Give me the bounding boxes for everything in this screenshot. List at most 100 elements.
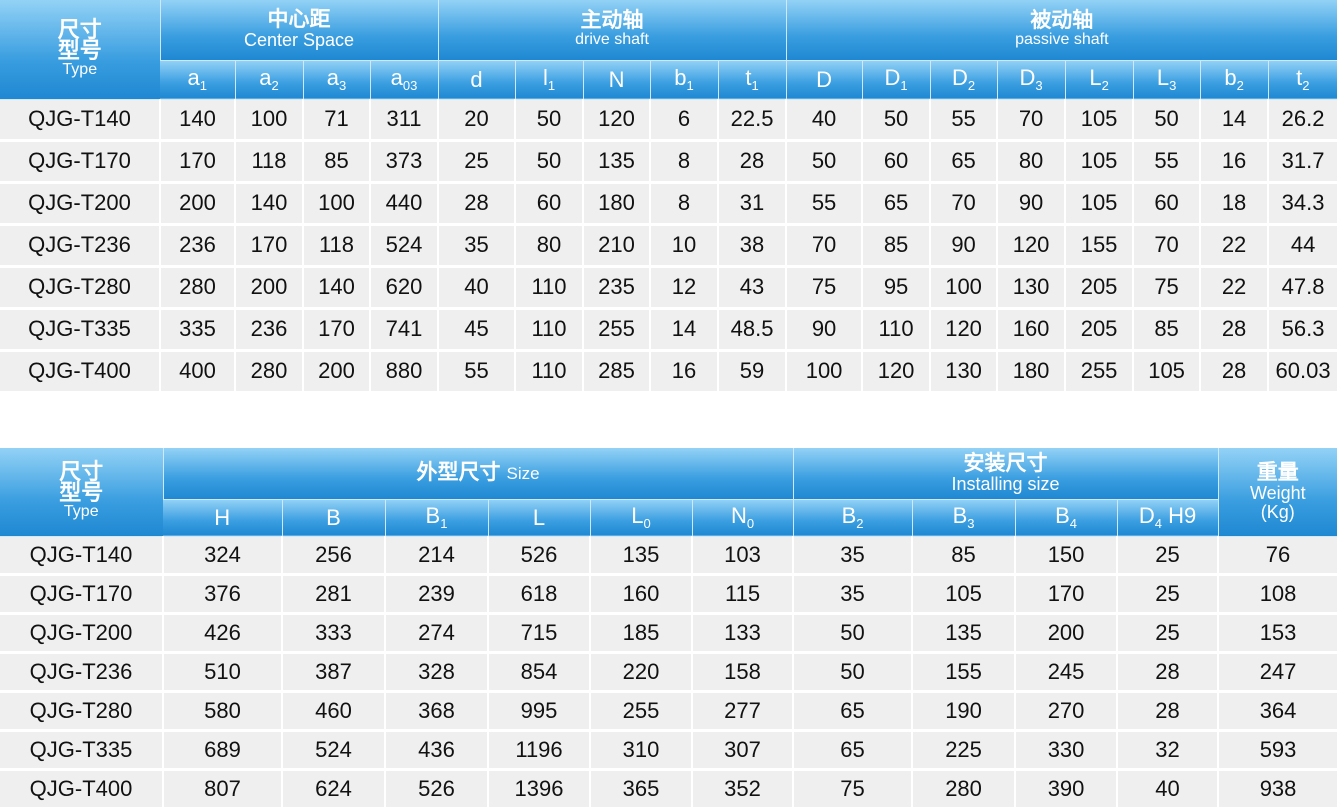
value-cell: 70 [1132, 224, 1201, 268]
column-header: a2 [234, 60, 303, 100]
value-cell: 352 [690, 769, 794, 810]
value-cell: 28 [1116, 691, 1219, 732]
value-cell: 1396 [487, 769, 590, 810]
value-cell: 225 [911, 730, 1016, 771]
column-symbol: D [1019, 65, 1036, 91]
value-cell: 618 [487, 574, 590, 615]
table-row: QJG-T400 400 280 200 880 55 110 285 16 59 100 120 13… [0, 350, 1337, 394]
value-cell: 120 [996, 224, 1066, 268]
table-row: QJG-T236 236 170 118 524 35 80 210 10 38 70 85 90 120… [0, 224, 1337, 268]
value-cell: 373 [368, 140, 439, 184]
group-title-zh: 主动轴 [580, 9, 644, 33]
column-subscript: 0 [643, 516, 651, 532]
column-subscript: 2 [1302, 78, 1310, 94]
value-cell: 995 [487, 691, 590, 732]
group-title-zh: 安装尺寸 [963, 451, 1048, 475]
column-symbol: B [425, 503, 441, 529]
model-cell: QJG-T140 [0, 99, 160, 142]
value-cell: 50 [861, 99, 931, 142]
table-row: QJG-T200 426 333 274 715 185 133 50 135 200 25 153 [0, 613, 1337, 654]
value-cell: 135 [582, 140, 651, 184]
value-cell: 185 [589, 613, 692, 654]
value-cell: 31.7 [1267, 140, 1337, 184]
value-cell: 75 [785, 266, 863, 310]
value-cell: 807 [162, 769, 282, 810]
value-cell: 55 [437, 350, 516, 394]
value-cell: 135 [911, 613, 1016, 654]
column-subscript: 1 [547, 78, 556, 94]
value-cell: 270 [1014, 691, 1118, 732]
value-cell: 40 [437, 266, 516, 310]
table-row: QJG-T140 140 100 71 311 20 50 120 6 22.5 40 50 55 70 1… [0, 99, 1337, 142]
table-row: QJG-T400 807 624 526 1396 365 352 75 280 390 40 938 [0, 769, 1337, 810]
column-header: b2 [1199, 60, 1269, 100]
value-cell: 376 [162, 574, 282, 615]
value-cell: 200 [302, 350, 370, 394]
table-row: QJG-T170 376 281 239 618 160 115 35 105 170 25 108 [0, 574, 1337, 615]
value-cell: 50 [514, 140, 584, 184]
value-cell: 90 [996, 182, 1066, 226]
column-symbol: D [1138, 503, 1155, 529]
value-cell: 120 [861, 350, 931, 394]
table-row: QJG-T170 170 118 85 373 25 50 135 8 28 50 60 65 80 105… [0, 140, 1337, 184]
value-cell: 526 [384, 769, 488, 810]
value-cell: 328 [384, 652, 488, 693]
value-cell: 14 [1199, 99, 1269, 142]
value-cell: 854 [487, 652, 590, 693]
value-cell: 180 [996, 350, 1066, 394]
value-cell: 118 [302, 224, 370, 268]
value-cell: 333 [281, 613, 385, 654]
value-cell: 239 [384, 574, 488, 615]
value-cell: 593 [1217, 730, 1337, 771]
value-cell: 60 [1132, 182, 1201, 226]
value-cell: 65 [861, 182, 931, 226]
value-cell: 28 [1116, 652, 1219, 693]
column-subscript: 4 [1069, 516, 1077, 532]
column-subscript: 2 [271, 78, 279, 94]
value-cell: 200 [234, 266, 303, 310]
column-symbol: B [1055, 503, 1070, 529]
value-cell: 120 [929, 308, 998, 352]
value-cell: 71 [302, 99, 370, 142]
value-cell: 524 [281, 730, 385, 771]
column-header: N [582, 60, 651, 100]
value-cell: 285 [582, 350, 651, 394]
value-cell: 50 [785, 140, 863, 184]
value-cell: 247 [1217, 652, 1337, 693]
value-cell: 200 [1014, 613, 1118, 654]
value-cell: 140 [159, 99, 235, 142]
value-cell: 44 [1267, 224, 1337, 268]
column-symbol: t [1296, 65, 1303, 91]
column-subscript: 3 [967, 516, 975, 532]
column-symbol: a [187, 65, 200, 91]
value-cell: 110 [514, 350, 584, 394]
group-title-zh: 被动轴 [1030, 9, 1094, 33]
value-cell: 25 [1116, 613, 1219, 654]
value-cell: 180 [582, 182, 651, 226]
value-cell: 335 [159, 308, 235, 352]
value-cell: 118 [234, 140, 303, 184]
value-cell: 12 [649, 266, 719, 310]
value-cell: 133 [690, 613, 794, 654]
value-cell: 1196 [487, 730, 590, 771]
table-row: QJG-T140 324 256 214 526 135 103 35 85 150 25 76 [0, 536, 1337, 576]
value-cell: 205 [1064, 266, 1134, 310]
column-symbol: B [841, 503, 857, 529]
group-title-en: Size [506, 464, 540, 484]
column-header: B2 [792, 499, 913, 537]
value-cell: 715 [487, 613, 590, 654]
column-subscript: 0 [746, 516, 755, 532]
value-cell: 8 [649, 140, 719, 184]
model-cell: QJG-T280 [0, 266, 160, 310]
value-cell: 130 [996, 266, 1066, 310]
value-cell: 43 [717, 266, 787, 310]
column-header: B [281, 499, 385, 537]
group-header: 安装尺寸 Installing size [792, 448, 1219, 500]
value-cell: 6 [649, 99, 719, 142]
value-cell: 103 [690, 536, 794, 576]
column-subscript: 1 [900, 78, 908, 94]
value-cell: 85 [911, 536, 1016, 576]
outline-dimensions-table: 尺寸 型号 Type 外型尺寸 Size 安装尺寸 Installing size 重量… [0, 448, 1337, 810]
column-header: a1 [160, 60, 235, 100]
column-header: B4 [1014, 499, 1118, 537]
